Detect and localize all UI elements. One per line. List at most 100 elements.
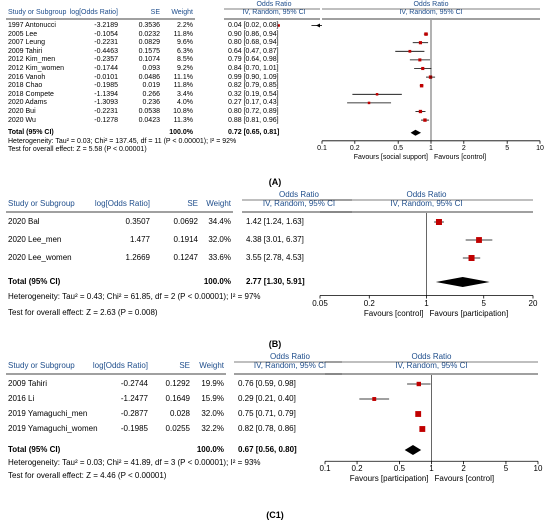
header-se: SE <box>150 9 160 16</box>
row-study: 2018 Chao <box>8 82 43 90</box>
row-logor: -1.1394 <box>94 90 118 98</box>
row-weight: 4.0% <box>177 99 193 107</box>
row-study: 2016 Vanoh <box>8 73 46 81</box>
row-weight: 11.8% <box>173 30 193 38</box>
header-or-title: Odds Ratio <box>278 190 320 199</box>
header-weight: Weight <box>171 9 193 16</box>
row-study: 2005 Lee <box>8 30 38 38</box>
x-tick-label: 1 <box>424 298 429 308</box>
row-logor: -0.1744 <box>94 65 118 72</box>
header-plot-title: Odds Ratio <box>411 352 452 361</box>
favours-right: Favours [control] <box>434 153 487 161</box>
header-se: SE <box>187 199 198 208</box>
row-logor: -0.1985 <box>94 82 118 90</box>
x-tick-label: 2 <box>461 464 466 474</box>
total-weight: 100.0% <box>196 445 224 454</box>
x-tick-label: 0.2 <box>349 144 360 152</box>
header-or-title: Odds Ratio <box>256 1 292 8</box>
row-ci: 0.82 [0.78, 0.86] <box>238 424 296 433</box>
study-point <box>419 83 424 88</box>
x-tick-label: 0.5 <box>393 144 404 152</box>
row-weight: 10.8% <box>173 108 193 115</box>
study-point <box>476 237 482 243</box>
header-logor: log[Odds Ratio] <box>94 199 150 208</box>
x-tick-label: 5 <box>505 144 510 152</box>
header-weight: Weight <box>206 199 231 208</box>
total-ci: 0.72 [0.65, 0.81] <box>228 129 280 137</box>
total-ci: 0.67 [0.56, 0.80] <box>238 445 297 454</box>
row-study: 2019 Yamaguchi_men <box>8 409 88 418</box>
forest-plot-3-graphics <box>6 361 539 465</box>
row-study: 2007 Leung <box>8 39 45 47</box>
row-weight: 3.4% <box>177 90 193 98</box>
row-se: 0.1247 <box>173 253 198 262</box>
study-point <box>415 411 422 417</box>
row-logor: -0.1985 <box>120 424 148 433</box>
row-weight: 11.1% <box>173 73 193 81</box>
total-label: Total (95% CI) <box>8 277 61 286</box>
forest-plot-2-graphics <box>6 199 534 299</box>
header-logor: log[Odds Ratio] <box>69 9 118 16</box>
row-study: 2020 Bui <box>8 108 36 115</box>
row-se: 0.1649 <box>165 394 190 403</box>
forest-plot-1-graphics <box>6 8 541 144</box>
study-point <box>435 219 442 225</box>
study-point <box>418 41 423 45</box>
total-diamond <box>435 277 490 287</box>
total-label: Total (95% CI) <box>8 445 61 454</box>
row-ci: 0.04 [0.02, 0.08] <box>228 22 279 29</box>
x-tick-label: 5 <box>503 464 509 474</box>
caption-a: (A) <box>268 177 282 187</box>
favours-left: Favours [social support] <box>353 153 428 161</box>
row-weight: 19.9% <box>201 379 224 388</box>
row-logor: -0.4463 <box>94 47 118 55</box>
forest-panel-1: Study or Subgroup log[Odds Ratio] SE Weight… <box>0 0 550 172</box>
row-study: 2009 Tahiri <box>8 379 47 388</box>
row-logor: -0.0101 <box>94 73 118 81</box>
row-logor: 0.3507 <box>125 217 150 226</box>
x-tick-label: 1 <box>429 464 434 474</box>
study-point <box>372 397 377 401</box>
row-ci: 0.29 [0.21, 0.40] <box>238 394 296 403</box>
study-point <box>428 75 433 79</box>
row-se: 0.1914 <box>173 235 198 244</box>
total-diamond <box>410 129 422 136</box>
row-study: 2012 Kim_women <box>8 65 65 72</box>
row-weight: 32.0% <box>208 235 231 244</box>
row-ci: 0.32 [0.19, 0.54] <box>228 90 279 98</box>
row-ci: 0.79 [0.64, 0.98] <box>228 56 279 64</box>
row-ci: 1.42 [1.24, 1.63] <box>246 217 304 226</box>
row-se: 0.0829 <box>138 39 160 47</box>
caption-b: (B) <box>268 339 282 349</box>
total-label: Total (95% CI) <box>8 129 54 137</box>
row-logor: -0.2877 <box>120 409 148 418</box>
row-weight: 2.2% <box>177 22 193 29</box>
row-weight: 33.6% <box>208 253 231 262</box>
row-weight: 11.3% <box>173 116 193 124</box>
favours-left: Favours [participation] <box>349 474 429 484</box>
row-se: 0.0255 <box>165 424 190 433</box>
study-point <box>375 93 379 96</box>
header-study: Study or Subgroup <box>8 199 75 208</box>
row-study: 2020 Lee_men <box>8 235 62 244</box>
row-se: 0.3536 <box>138 22 160 29</box>
row-ci: 4.38 [3.01, 6.37] <box>246 235 304 244</box>
row-se: 0.0486 <box>138 73 160 81</box>
header-plot-title: Odds Ratio <box>406 190 447 199</box>
row-se: 0.0692 <box>173 217 198 226</box>
row-logor: -0.2357 <box>94 56 118 64</box>
row-se: 0.028 <box>169 409 190 418</box>
row-weight: 9.2% <box>177 65 193 72</box>
study-point <box>424 32 428 36</box>
header-plot-title: Odds Ratio <box>413 1 449 8</box>
study-point <box>418 58 422 62</box>
forest-panel-2: Study or Subgroup log[Odds Ratio] SE Weight… <box>0 190 550 340</box>
row-logor: -0.2231 <box>94 39 118 47</box>
x-tick-label: 0.2 <box>363 298 375 308</box>
row-se: 0.0232 <box>138 30 160 38</box>
x-tick-label: 0.1 <box>317 144 327 152</box>
row-ci: 0.99 [0.90, 1.09] <box>228 73 279 81</box>
row-study: 2020 Bal <box>8 217 40 226</box>
header-logor: log[Odds Ratio] <box>92 361 148 370</box>
row-logor: -0.2231 <box>94 108 118 115</box>
